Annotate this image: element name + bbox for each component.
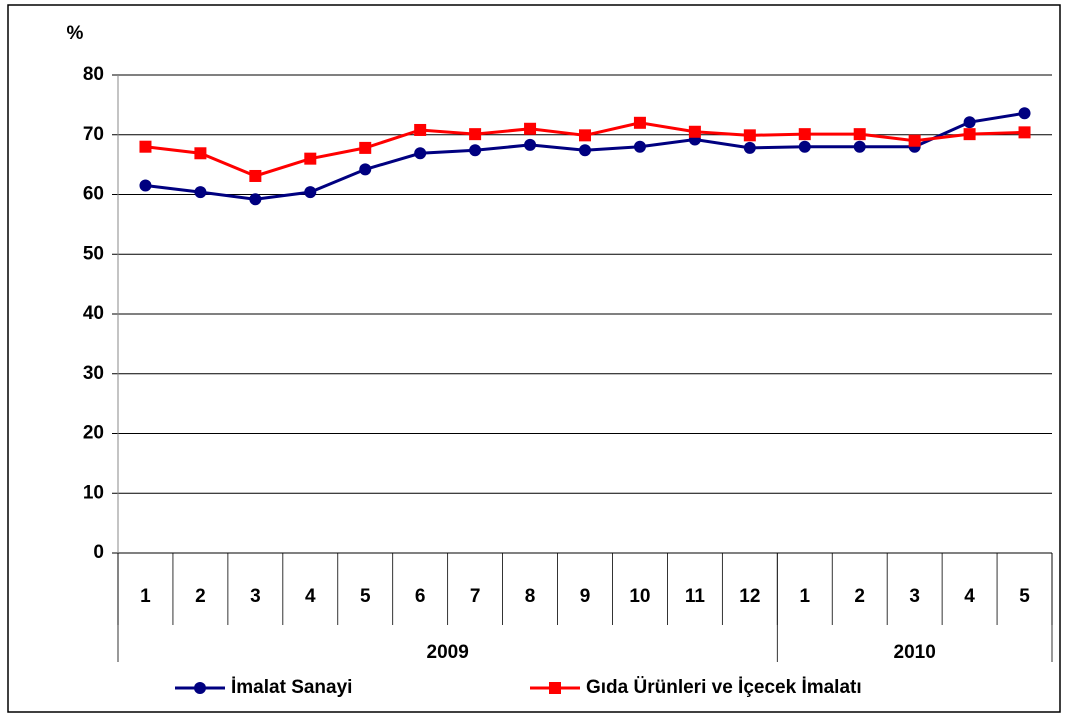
x-tick-label: 2 (854, 586, 865, 607)
data-point (798, 128, 811, 141)
x-tick-label: 1 (799, 586, 810, 607)
y-tick-label: 40 (83, 303, 104, 324)
data-point (469, 128, 482, 141)
x-tick-label: 4 (305, 586, 316, 607)
data-point (743, 129, 756, 142)
data-point (249, 169, 262, 182)
y-tick-label: 50 (83, 243, 104, 264)
y-tick-label: 70 (83, 124, 104, 145)
x-tick-label: 12 (739, 586, 760, 607)
data-point (469, 144, 482, 157)
data-point (963, 128, 976, 141)
legend-marker (194, 682, 206, 694)
data-point (524, 138, 537, 151)
data-point (908, 134, 921, 147)
group-label: 2009 (427, 642, 469, 663)
data-point (798, 140, 811, 153)
y-tick-label: 10 (83, 482, 104, 503)
x-tick-label: 1 (140, 586, 151, 607)
data-point (359, 141, 372, 154)
data-point (414, 123, 427, 136)
data-point (304, 152, 317, 165)
x-tick-label: 6 (415, 586, 426, 607)
data-point (249, 193, 262, 206)
data-point (688, 125, 701, 138)
data-point (963, 116, 976, 129)
x-tick-label: 5 (360, 586, 371, 607)
data-point (579, 129, 591, 142)
y-tick-label: 0 (93, 542, 104, 563)
x-tick-label: 4 (964, 586, 975, 607)
y-tick-label: 60 (83, 184, 104, 205)
x-tick-label: 8 (525, 586, 536, 607)
x-tick-label: 11 (685, 586, 706, 607)
y-tick-label: 30 (83, 363, 104, 384)
data-point (414, 147, 427, 160)
legend-marker (549, 682, 561, 694)
x-tick-label: 10 (629, 586, 650, 607)
data-point (194, 147, 207, 160)
data-point (1018, 126, 1031, 139)
x-tick-label: 5 (1019, 586, 1030, 607)
data-point (743, 141, 756, 154)
data-point (1018, 107, 1031, 120)
x-tick-label: 9 (580, 586, 591, 607)
data-point (359, 163, 372, 176)
data-point (139, 140, 152, 153)
data-point (853, 140, 866, 153)
data-point (304, 186, 317, 199)
data-point (853, 128, 866, 141)
x-tick-label: 3 (250, 586, 261, 607)
data-point (633, 116, 646, 129)
data-point (194, 186, 207, 199)
data-point (579, 144, 591, 157)
legend-label: İmalat Sanayi (231, 677, 352, 698)
y-tick-label: 80 (83, 64, 104, 85)
x-tick-label: 7 (470, 586, 481, 607)
group-label: 2010 (894, 642, 936, 663)
y-tick-label: 20 (83, 423, 104, 444)
legend-label: Gıda Ürünleri ve İçecek İmalatı (586, 677, 862, 698)
data-point (139, 179, 152, 192)
y-axis-label: % (67, 23, 84, 44)
data-point (524, 122, 537, 135)
x-tick-label: 3 (909, 586, 920, 607)
data-point (633, 140, 646, 153)
x-tick-label: 2 (195, 586, 206, 607)
